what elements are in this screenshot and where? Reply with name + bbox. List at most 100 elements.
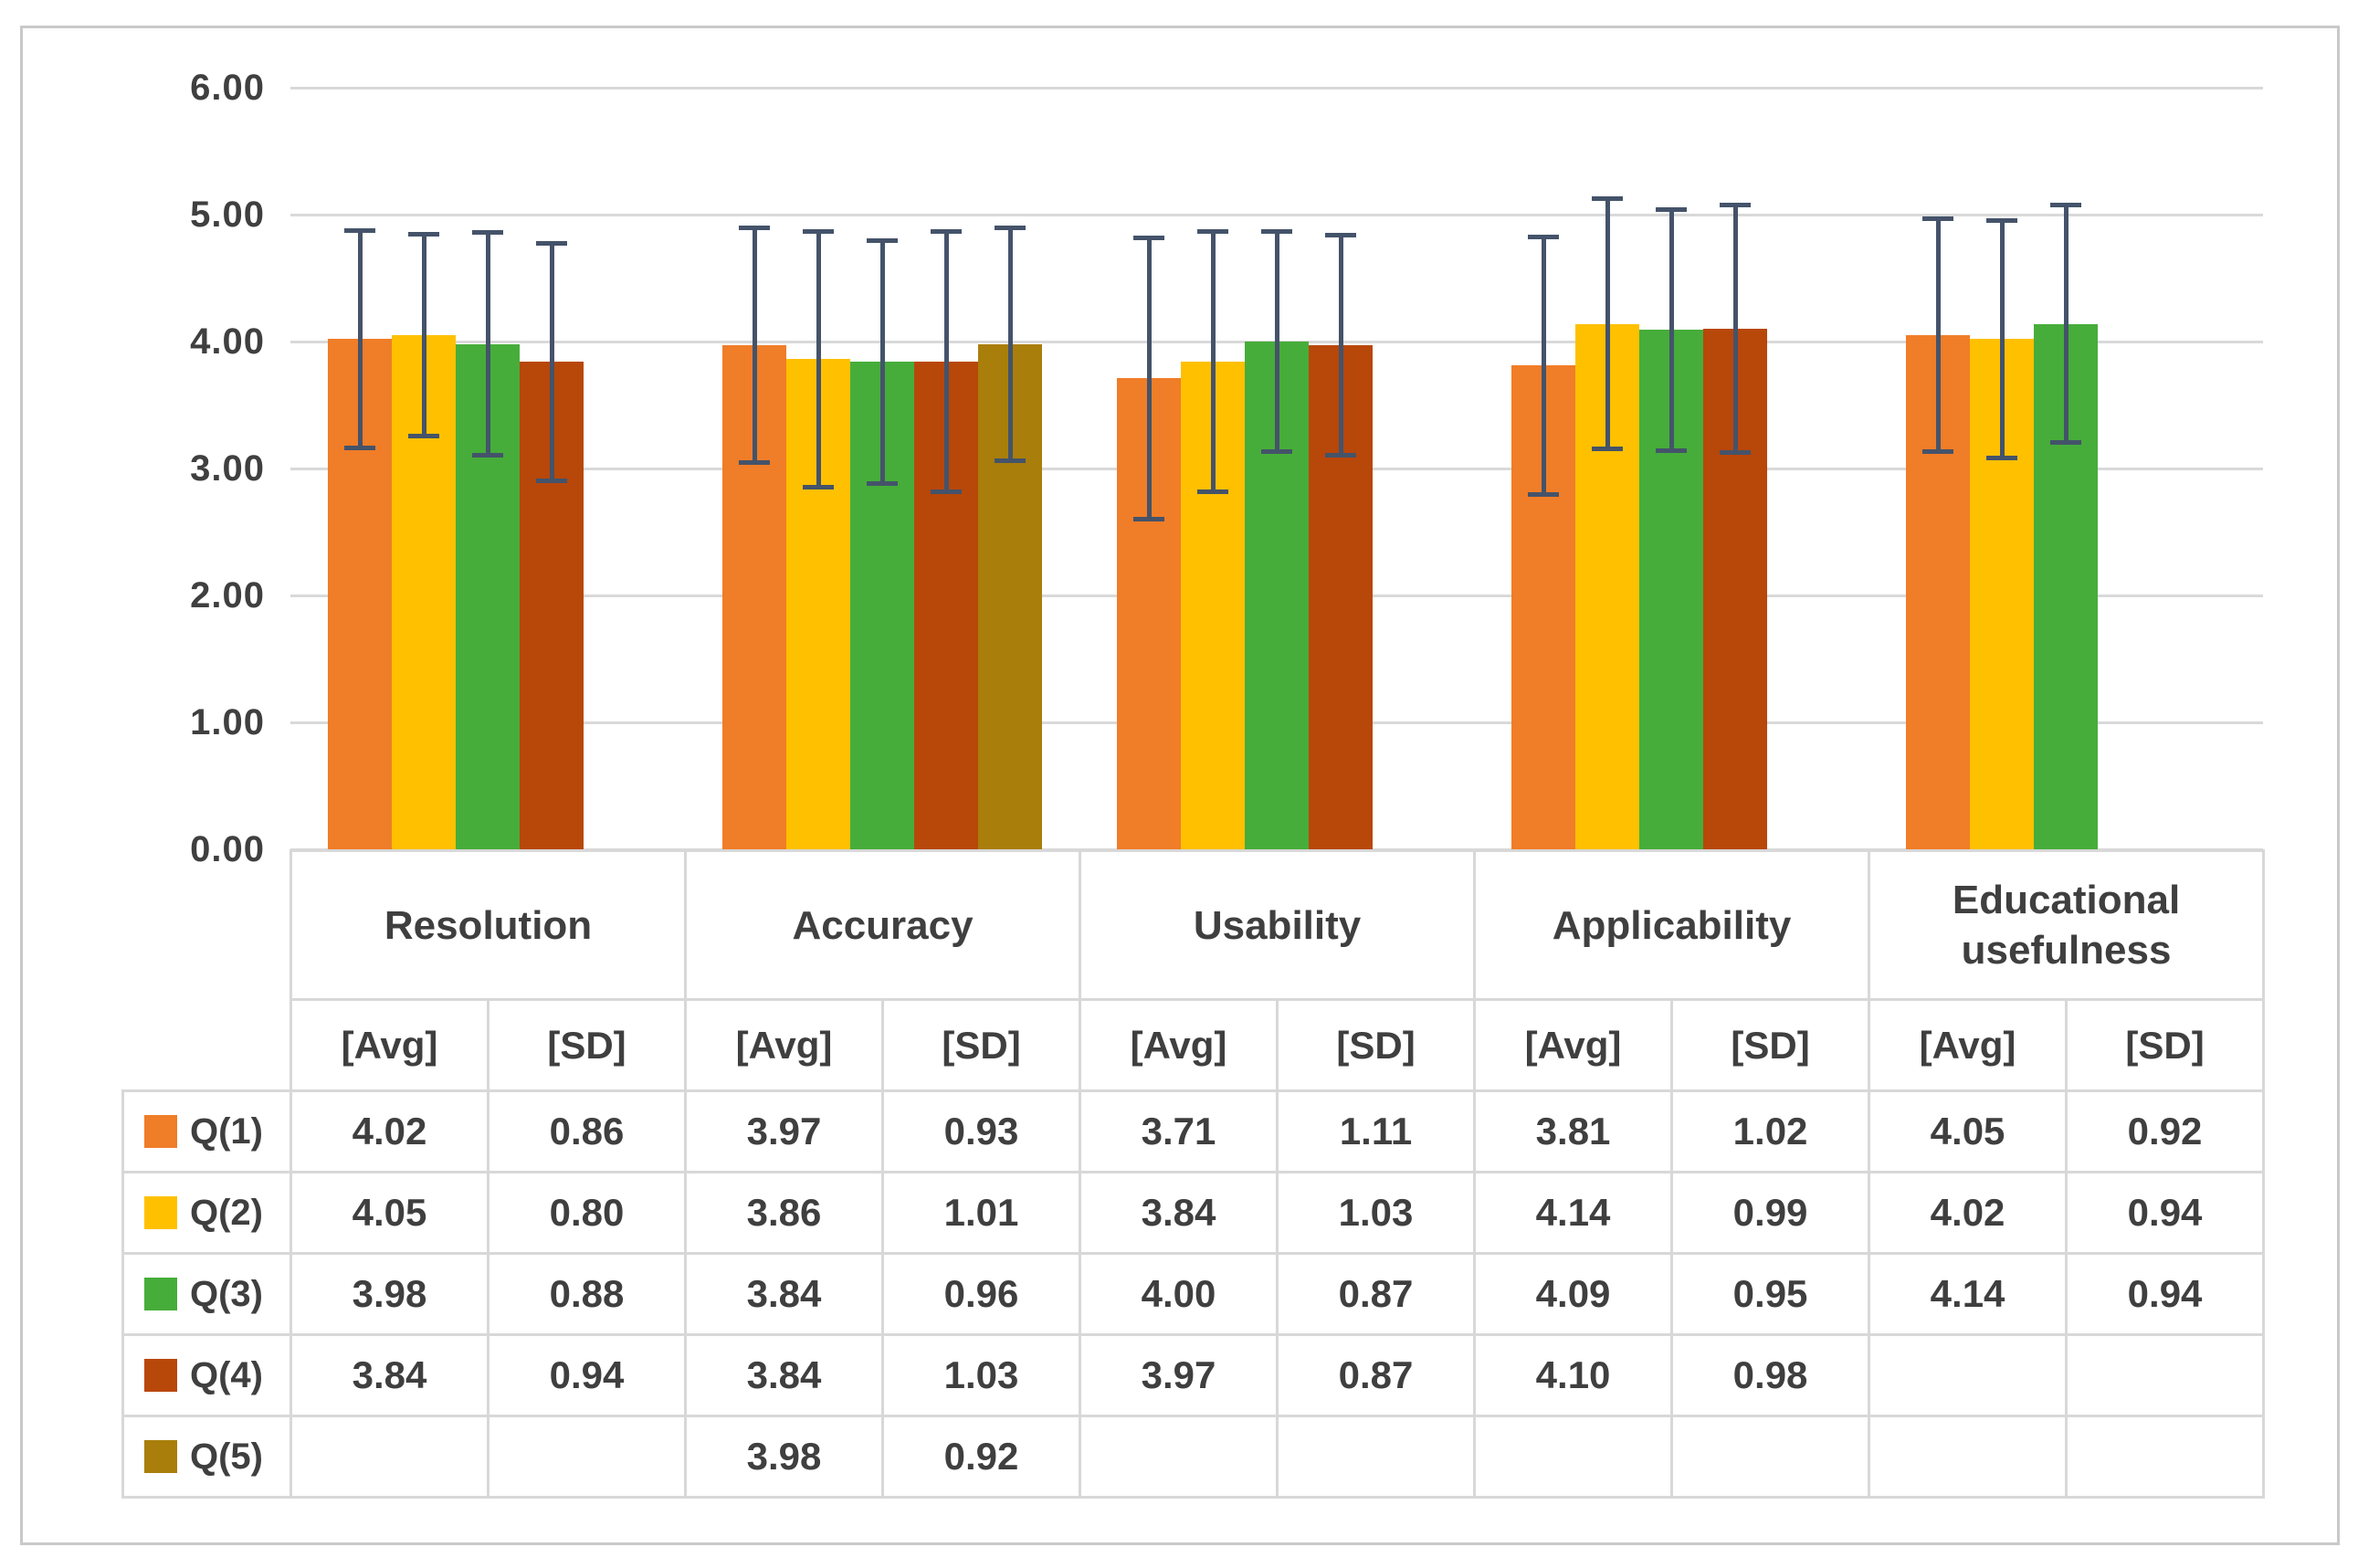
error-bar-cap bbox=[1261, 448, 1292, 454]
table-row-series-Q(2): Q(2) 4.05 0.80 3.86 1.01 3.84 1.03 4.14 0.99 4.02… bbox=[121, 1171, 2266, 1255]
y-tick-label: 5.00 bbox=[190, 195, 265, 235]
error-bar-line bbox=[1541, 236, 1546, 496]
sd-value-cell bbox=[2065, 1415, 2266, 1499]
category-header-educational-usefulness: Educational usefulness bbox=[1868, 849, 2266, 1001]
error-bar-cap bbox=[2050, 440, 2081, 446]
sd-value-cell: 0.87 bbox=[1276, 1333, 1477, 1417]
error-bar-cap bbox=[1528, 492, 1559, 498]
table-row-series-Q(1): Q(1) 4.02 0.86 3.97 0.93 3.71 1.11 3.81 1.02 4.05… bbox=[121, 1089, 2266, 1173]
sd-value-cell: 0.86 bbox=[486, 1089, 688, 1173]
error-bar-cap bbox=[1133, 516, 1164, 521]
legend-label: Q(1) bbox=[190, 1110, 263, 1152]
y-tick-label: 1.00 bbox=[190, 702, 265, 742]
sd-value-cell: 0.93 bbox=[881, 1089, 1082, 1173]
avg-value-cell: 3.84 bbox=[684, 1333, 885, 1417]
error-bar-cap bbox=[1656, 207, 1687, 213]
error-bar-cap bbox=[995, 458, 1026, 463]
avg-value-cell: 3.86 bbox=[684, 1171, 885, 1255]
sd-value-cell: 0.94 bbox=[2065, 1252, 2266, 1336]
legend-item-Q(4): Q(4) bbox=[121, 1333, 292, 1417]
table-corner-blank bbox=[123, 851, 291, 1091]
legend-item-Q(5): Q(5) bbox=[121, 1415, 292, 1499]
error-bar-cap bbox=[803, 484, 834, 489]
error-bar-line bbox=[1935, 218, 1941, 452]
error-bar-line bbox=[485, 232, 490, 457]
error-bar-cap bbox=[472, 230, 503, 236]
avg-value-cell: 4.00 bbox=[1079, 1252, 1279, 1336]
error-bar-cap bbox=[1592, 447, 1623, 452]
error-bar-line bbox=[816, 231, 821, 488]
error-bar-line bbox=[1732, 204, 1738, 454]
error-bar-cap bbox=[1986, 455, 2017, 460]
gridline bbox=[290, 214, 2263, 216]
table-row-series-Q(5): Q(5) 3.98 0.92 bbox=[121, 1415, 2266, 1499]
error-bar-cap bbox=[408, 434, 439, 439]
sd-value-cell: 0.80 bbox=[486, 1171, 688, 1255]
y-tick-label: 4.00 bbox=[190, 321, 265, 362]
avg-value-cell: 3.71 bbox=[1079, 1089, 1279, 1173]
category-header-accuracy: Accuracy bbox=[684, 849, 1082, 1001]
avg-value-cell: 4.02 bbox=[289, 1089, 489, 1173]
avg-value-cell: 4.10 bbox=[1473, 1333, 1674, 1417]
gridline bbox=[290, 848, 2263, 851]
avg-value-cell: 3.97 bbox=[684, 1089, 885, 1173]
table-row-sub-headers: [Avg] [SD] [Avg] [SD] [Avg] [SD] [Avg] [SD] [Avg… bbox=[123, 998, 2266, 1092]
chart-data-table: Resolution Accuracy Usability Applicability… bbox=[121, 849, 2266, 1499]
error-bar-line bbox=[1338, 235, 1343, 457]
avg-value-cell: 3.98 bbox=[684, 1415, 885, 1499]
sd-value-cell bbox=[2065, 1333, 2266, 1417]
error-bar-cap bbox=[1197, 229, 1228, 235]
error-bar-line bbox=[2063, 204, 2069, 444]
category-header-usability: Usability bbox=[1079, 849, 1477, 1001]
category-header-resolution: Resolution bbox=[289, 849, 688, 1001]
y-tick-label: 3.00 bbox=[190, 448, 265, 489]
sd-value-cell: 0.95 bbox=[1670, 1252, 1871, 1336]
error-bar-cap bbox=[931, 489, 962, 495]
sd-value-cell: 1.03 bbox=[1276, 1171, 1477, 1255]
avg-value-cell: 3.97 bbox=[1079, 1333, 1279, 1417]
error-bar-line bbox=[1999, 219, 2005, 458]
sd-value-cell: 1.01 bbox=[881, 1171, 1082, 1255]
legend-swatch-icon bbox=[144, 1196, 177, 1229]
avg-value-cell bbox=[289, 1415, 489, 1499]
error-bar-cap bbox=[1720, 202, 1751, 207]
error-bar-cap bbox=[1261, 229, 1292, 235]
avg-value-cell bbox=[1079, 1415, 1279, 1499]
sd-value-cell: 1.11 bbox=[1276, 1089, 1477, 1173]
error-bar-cap bbox=[472, 453, 503, 458]
error-bar-cap bbox=[1922, 448, 1953, 454]
avg-value-cell: 3.98 bbox=[289, 1252, 489, 1336]
avg-value-cell bbox=[1868, 1415, 2069, 1499]
sd-value-cell: 0.87 bbox=[1276, 1252, 1477, 1336]
error-bar-line bbox=[1668, 209, 1674, 451]
error-bar-cap bbox=[1592, 195, 1623, 201]
sub-header-avg: [Avg] bbox=[1868, 998, 2069, 1092]
sd-value-cell: 1.03 bbox=[881, 1333, 1082, 1417]
error-bar-cap bbox=[1656, 447, 1687, 453]
error-bar-cap bbox=[344, 227, 375, 233]
error-bar-line bbox=[879, 239, 885, 484]
sd-value-cell bbox=[1670, 1415, 1871, 1499]
error-bar-cap bbox=[1720, 450, 1751, 456]
error-bar-cap bbox=[931, 229, 962, 235]
legend-item-Q(2): Q(2) bbox=[121, 1171, 292, 1255]
legend-item-Q(1): Q(1) bbox=[121, 1089, 292, 1173]
avg-value-cell: 3.84 bbox=[1079, 1171, 1279, 1255]
error-bar-cap bbox=[739, 225, 770, 230]
avg-value-cell bbox=[1868, 1333, 2069, 1417]
error-bar-line bbox=[1605, 197, 1610, 450]
avg-value-cell bbox=[1473, 1415, 1674, 1499]
avg-value-cell: 4.14 bbox=[1473, 1171, 1674, 1255]
sd-value-cell: 1.02 bbox=[1670, 1089, 1871, 1173]
legend-label: Q(3) bbox=[190, 1273, 263, 1314]
sub-header-avg: [Avg] bbox=[1473, 998, 1674, 1092]
sub-header-sd: [SD] bbox=[881, 998, 1082, 1092]
error-bar-line bbox=[549, 242, 554, 481]
gridline bbox=[290, 87, 2263, 89]
error-bar-cap bbox=[1325, 453, 1356, 458]
table-row-category-headers: Resolution Accuracy Usability Applicability… bbox=[123, 849, 2266, 1001]
avg-value-cell: 4.09 bbox=[1473, 1252, 1674, 1336]
legend-label: Q(2) bbox=[190, 1192, 263, 1233]
error-bar-line bbox=[1210, 231, 1216, 493]
error-bar-cap bbox=[867, 480, 898, 486]
